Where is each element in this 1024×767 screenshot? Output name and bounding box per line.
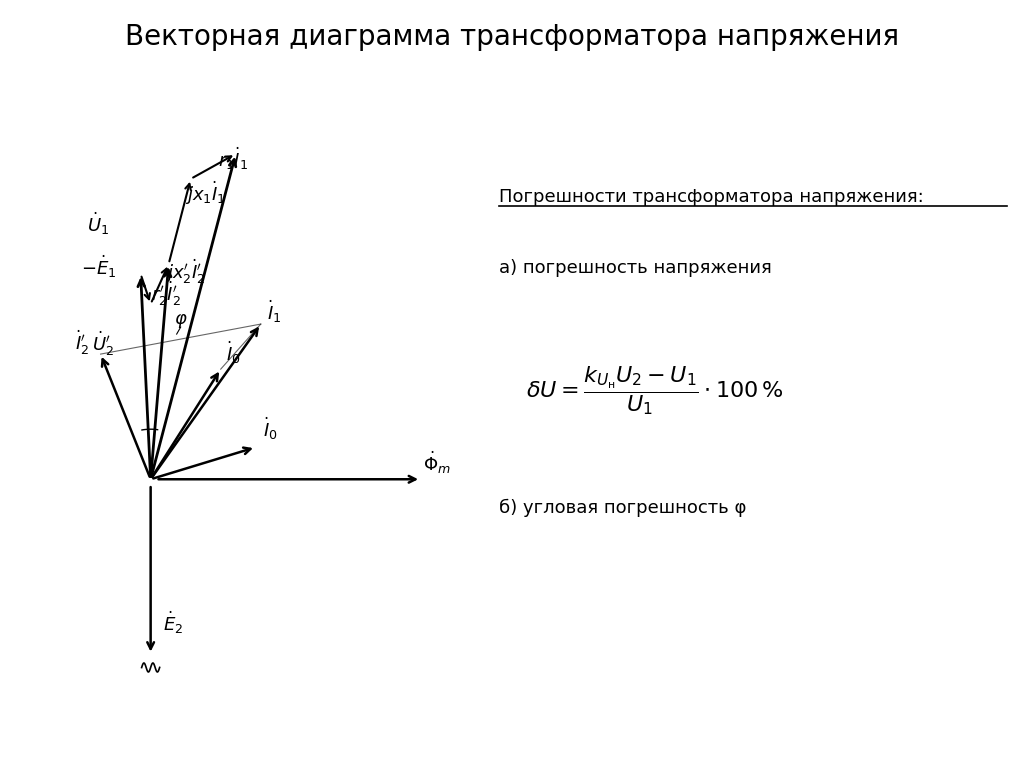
Text: $\delta U = \dfrac{k_{U_{\rm н}}U_2 - U_1}{U_1} \cdot 100\,\%$: $\delta U = \dfrac{k_{U_{\rm н}}U_2 - U_… bbox=[526, 365, 783, 417]
Text: $-\dot{E}_1$: $-\dot{E}_1$ bbox=[81, 254, 117, 280]
Text: $jx_2^{\prime}\dot{I}_2^{\prime}$: $jx_2^{\prime}\dot{I}_2^{\prime}$ bbox=[165, 258, 205, 286]
Text: $\dot{I}_0$: $\dot{I}_0$ bbox=[263, 416, 278, 443]
Text: $\dot{U}_2^{\prime}$: $\dot{U}_2^{\prime}$ bbox=[91, 330, 114, 358]
Text: $\dot{E}_2$: $\dot{E}_2$ bbox=[163, 611, 183, 637]
Text: $r_1\dot{I}_1$: $r_1\dot{I}_1$ bbox=[218, 145, 249, 172]
Text: $\dot{I}_0$: $\dot{I}_0$ bbox=[225, 340, 241, 366]
Text: $\dot{I}_2^{\prime}$: $\dot{I}_2^{\prime}$ bbox=[75, 329, 89, 357]
Text: $\varphi$: $\varphi$ bbox=[174, 312, 187, 330]
Text: б) угловая погрешность φ: б) угловая погрешность φ bbox=[499, 499, 746, 517]
Text: $\dot{U}_1$: $\dot{U}_1$ bbox=[87, 211, 110, 237]
Text: Погрешности трансформатора напряжения:: Погрешности трансформатора напряжения: bbox=[499, 189, 924, 206]
Text: Векторная диаграмма трансформатора напряжения: Векторная диаграмма трансформатора напря… bbox=[125, 23, 899, 51]
Text: а) погрешность напряжения: а) погрешность напряжения bbox=[499, 259, 771, 277]
Text: $\dot{I}_1$: $\dot{I}_1$ bbox=[267, 299, 282, 325]
Text: $r_2^{\prime}\dot{I}_2^{\prime}$: $r_2^{\prime}\dot{I}_2^{\prime}$ bbox=[151, 280, 181, 308]
Text: $jx_1\dot{I}_1$: $jx_1\dot{I}_1$ bbox=[184, 179, 225, 207]
Text: $\dot{\Phi}_m$: $\dot{\Phi}_m$ bbox=[423, 450, 451, 476]
